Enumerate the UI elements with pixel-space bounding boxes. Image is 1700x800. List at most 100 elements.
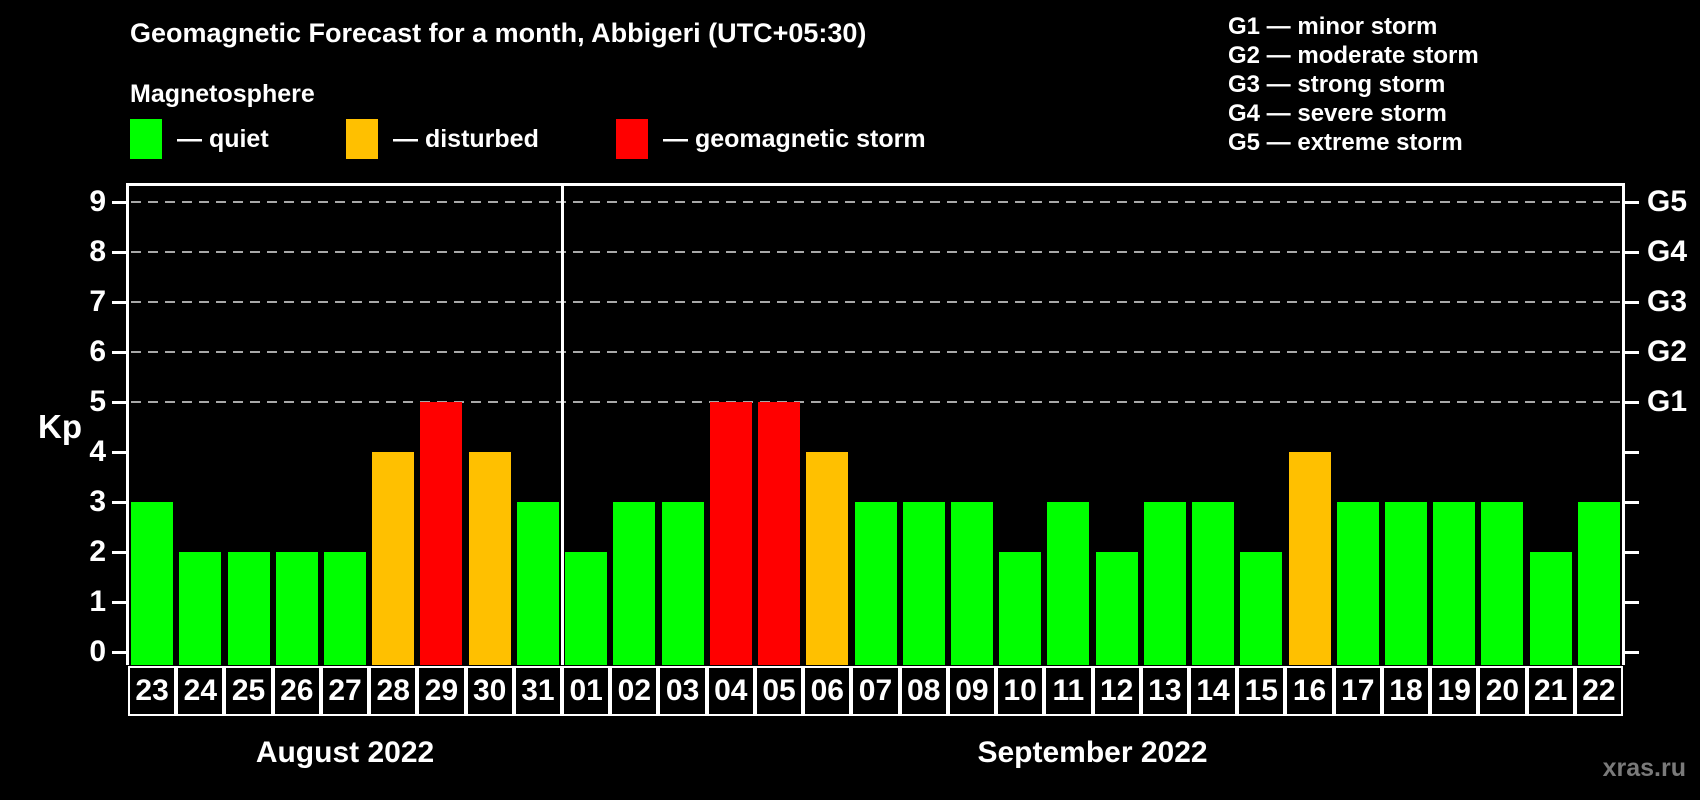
- g-label-g2: G2: [1647, 335, 1688, 368]
- bar-sep-03: [661, 502, 704, 665]
- y-tick-5: [112, 401, 126, 404]
- gridline-kp6: [131, 351, 1620, 353]
- date-cell-sep-02: 02: [610, 666, 659, 716]
- bar-sep-07: [854, 502, 897, 665]
- date-cell-aug-31: 31: [513, 666, 563, 716]
- right-tick-4: [1625, 451, 1639, 454]
- y-tick-label-0: 0: [89, 635, 106, 668]
- date-cell-sep-12: 12: [1092, 666, 1141, 716]
- date-cell-sep-19: 19: [1430, 666, 1479, 716]
- bar-sep-06: [806, 452, 849, 665]
- disturbed-label: — disturbed: [393, 124, 539, 153]
- bar-sep-16: [1288, 452, 1331, 665]
- g-label-g3: G3: [1647, 285, 1688, 318]
- y-tick-label-8: 8: [89, 235, 106, 268]
- y-tick-9: [112, 201, 126, 204]
- bar-sep-13: [1143, 502, 1186, 665]
- quiet-color-swatch: [130, 119, 162, 159]
- y-tick-label-2: 2: [89, 535, 106, 568]
- right-tick-3: [1625, 501, 1639, 504]
- right-axis-line: [1622, 183, 1625, 665]
- date-cell-sep-10: 10: [996, 666, 1045, 716]
- bar-sep-12: [1095, 552, 1138, 665]
- right-tick-9: [1625, 201, 1639, 204]
- y-tick-1: [112, 601, 126, 604]
- storm-label: — geomagnetic storm: [663, 124, 926, 153]
- date-cell-sep-08: 08: [899, 666, 948, 716]
- bar-sep-04: [709, 402, 752, 665]
- watermark: xras.ru: [1602, 754, 1686, 782]
- disturbed-color-swatch: [346, 119, 378, 159]
- g-label-g1: G1: [1647, 385, 1688, 418]
- y-tick-6: [112, 351, 126, 354]
- month-label-september-2022: September 2022: [977, 736, 1208, 769]
- legend-item-storm: — geomagnetic storm: [616, 118, 926, 160]
- date-cell-sep-09: 09: [947, 666, 997, 716]
- y-tick-8: [112, 251, 126, 254]
- bar-aug-23: [131, 502, 174, 665]
- y-axis-line: [126, 183, 129, 665]
- bar-aug-25: [227, 552, 270, 665]
- bar-sep-11: [1047, 502, 1090, 665]
- date-cell-aug-26: 26: [272, 666, 321, 716]
- g5-legend-line: G5 — extreme storm: [1228, 129, 1463, 156]
- bar-sep-14: [1192, 502, 1235, 665]
- date-cell-aug-24: 24: [176, 666, 225, 716]
- y-tick-label-6: 6: [89, 335, 106, 368]
- y-axis-title: Kp: [38, 408, 82, 445]
- chart-title: Geomagnetic Forecast for a month, Abbige…: [130, 18, 867, 48]
- y-tick-label-3: 3: [89, 485, 106, 518]
- y-tick-3: [112, 501, 126, 504]
- bar-sep-20: [1481, 502, 1524, 665]
- bar-aug-24: [179, 552, 222, 665]
- date-cell-aug-30: 30: [465, 666, 514, 716]
- bar-sep-19: [1433, 502, 1476, 665]
- gridline-kp8: [131, 251, 1620, 253]
- date-cell-aug-23: 23: [128, 666, 177, 716]
- g2-legend-line: G2 — moderate storm: [1228, 42, 1479, 69]
- y-tick-4: [112, 451, 126, 454]
- bar-sep-15: [1240, 552, 1283, 665]
- date-cell-sep-01: 01: [562, 666, 611, 716]
- bar-sep-05: [758, 402, 801, 665]
- bar-sep-18: [1384, 502, 1427, 665]
- date-cell-sep-13: 13: [1140, 666, 1189, 716]
- date-cell-sep-17: 17: [1333, 666, 1382, 716]
- bar-sep-01: [565, 552, 608, 665]
- date-cell-aug-29: 29: [417, 666, 466, 716]
- magnetosphere-label: Magnetosphere: [130, 80, 315, 108]
- bar-sep-08: [902, 502, 945, 665]
- right-tick-5: [1625, 401, 1639, 404]
- month-label-august-2022: August 2022: [255, 736, 435, 769]
- bar-sep-10: [999, 552, 1042, 665]
- right-tick-0: [1625, 651, 1639, 654]
- bar-sep-22: [1577, 502, 1620, 665]
- date-cell-sep-07: 07: [851, 666, 900, 716]
- bar-sep-02: [613, 502, 656, 665]
- gridline-kp9: [131, 201, 1620, 203]
- g-label-g4: G4: [1647, 235, 1688, 268]
- bar-sep-21: [1529, 552, 1572, 665]
- date-cell-sep-06: 06: [803, 666, 852, 716]
- date-cell-aug-28: 28: [369, 666, 418, 716]
- legend-item-disturbed: — disturbed: [346, 118, 539, 160]
- date-cell-sep-21: 21: [1526, 666, 1575, 716]
- right-tick-1: [1625, 601, 1639, 604]
- y-tick-label-4: 4: [89, 435, 106, 468]
- bar-aug-26: [275, 552, 318, 665]
- y-tick-0: [112, 651, 126, 654]
- y-tick-2: [112, 551, 126, 554]
- gridline-kp7: [131, 301, 1620, 303]
- gridline-kp5: [131, 401, 1620, 403]
- date-cell-aug-27: 27: [320, 666, 370, 716]
- bar-sep-09: [950, 502, 993, 665]
- date-cell-sep-16: 16: [1285, 666, 1334, 716]
- g1-legend-line: G1 — minor storm: [1228, 13, 1438, 40]
- bar-aug-30: [468, 452, 511, 665]
- bar-aug-27: [324, 552, 367, 665]
- date-cell-sep-14: 14: [1188, 666, 1238, 716]
- month-divider: [560, 186, 564, 665]
- quiet-label: — quiet: [177, 124, 269, 153]
- storm-color-swatch: [616, 119, 648, 159]
